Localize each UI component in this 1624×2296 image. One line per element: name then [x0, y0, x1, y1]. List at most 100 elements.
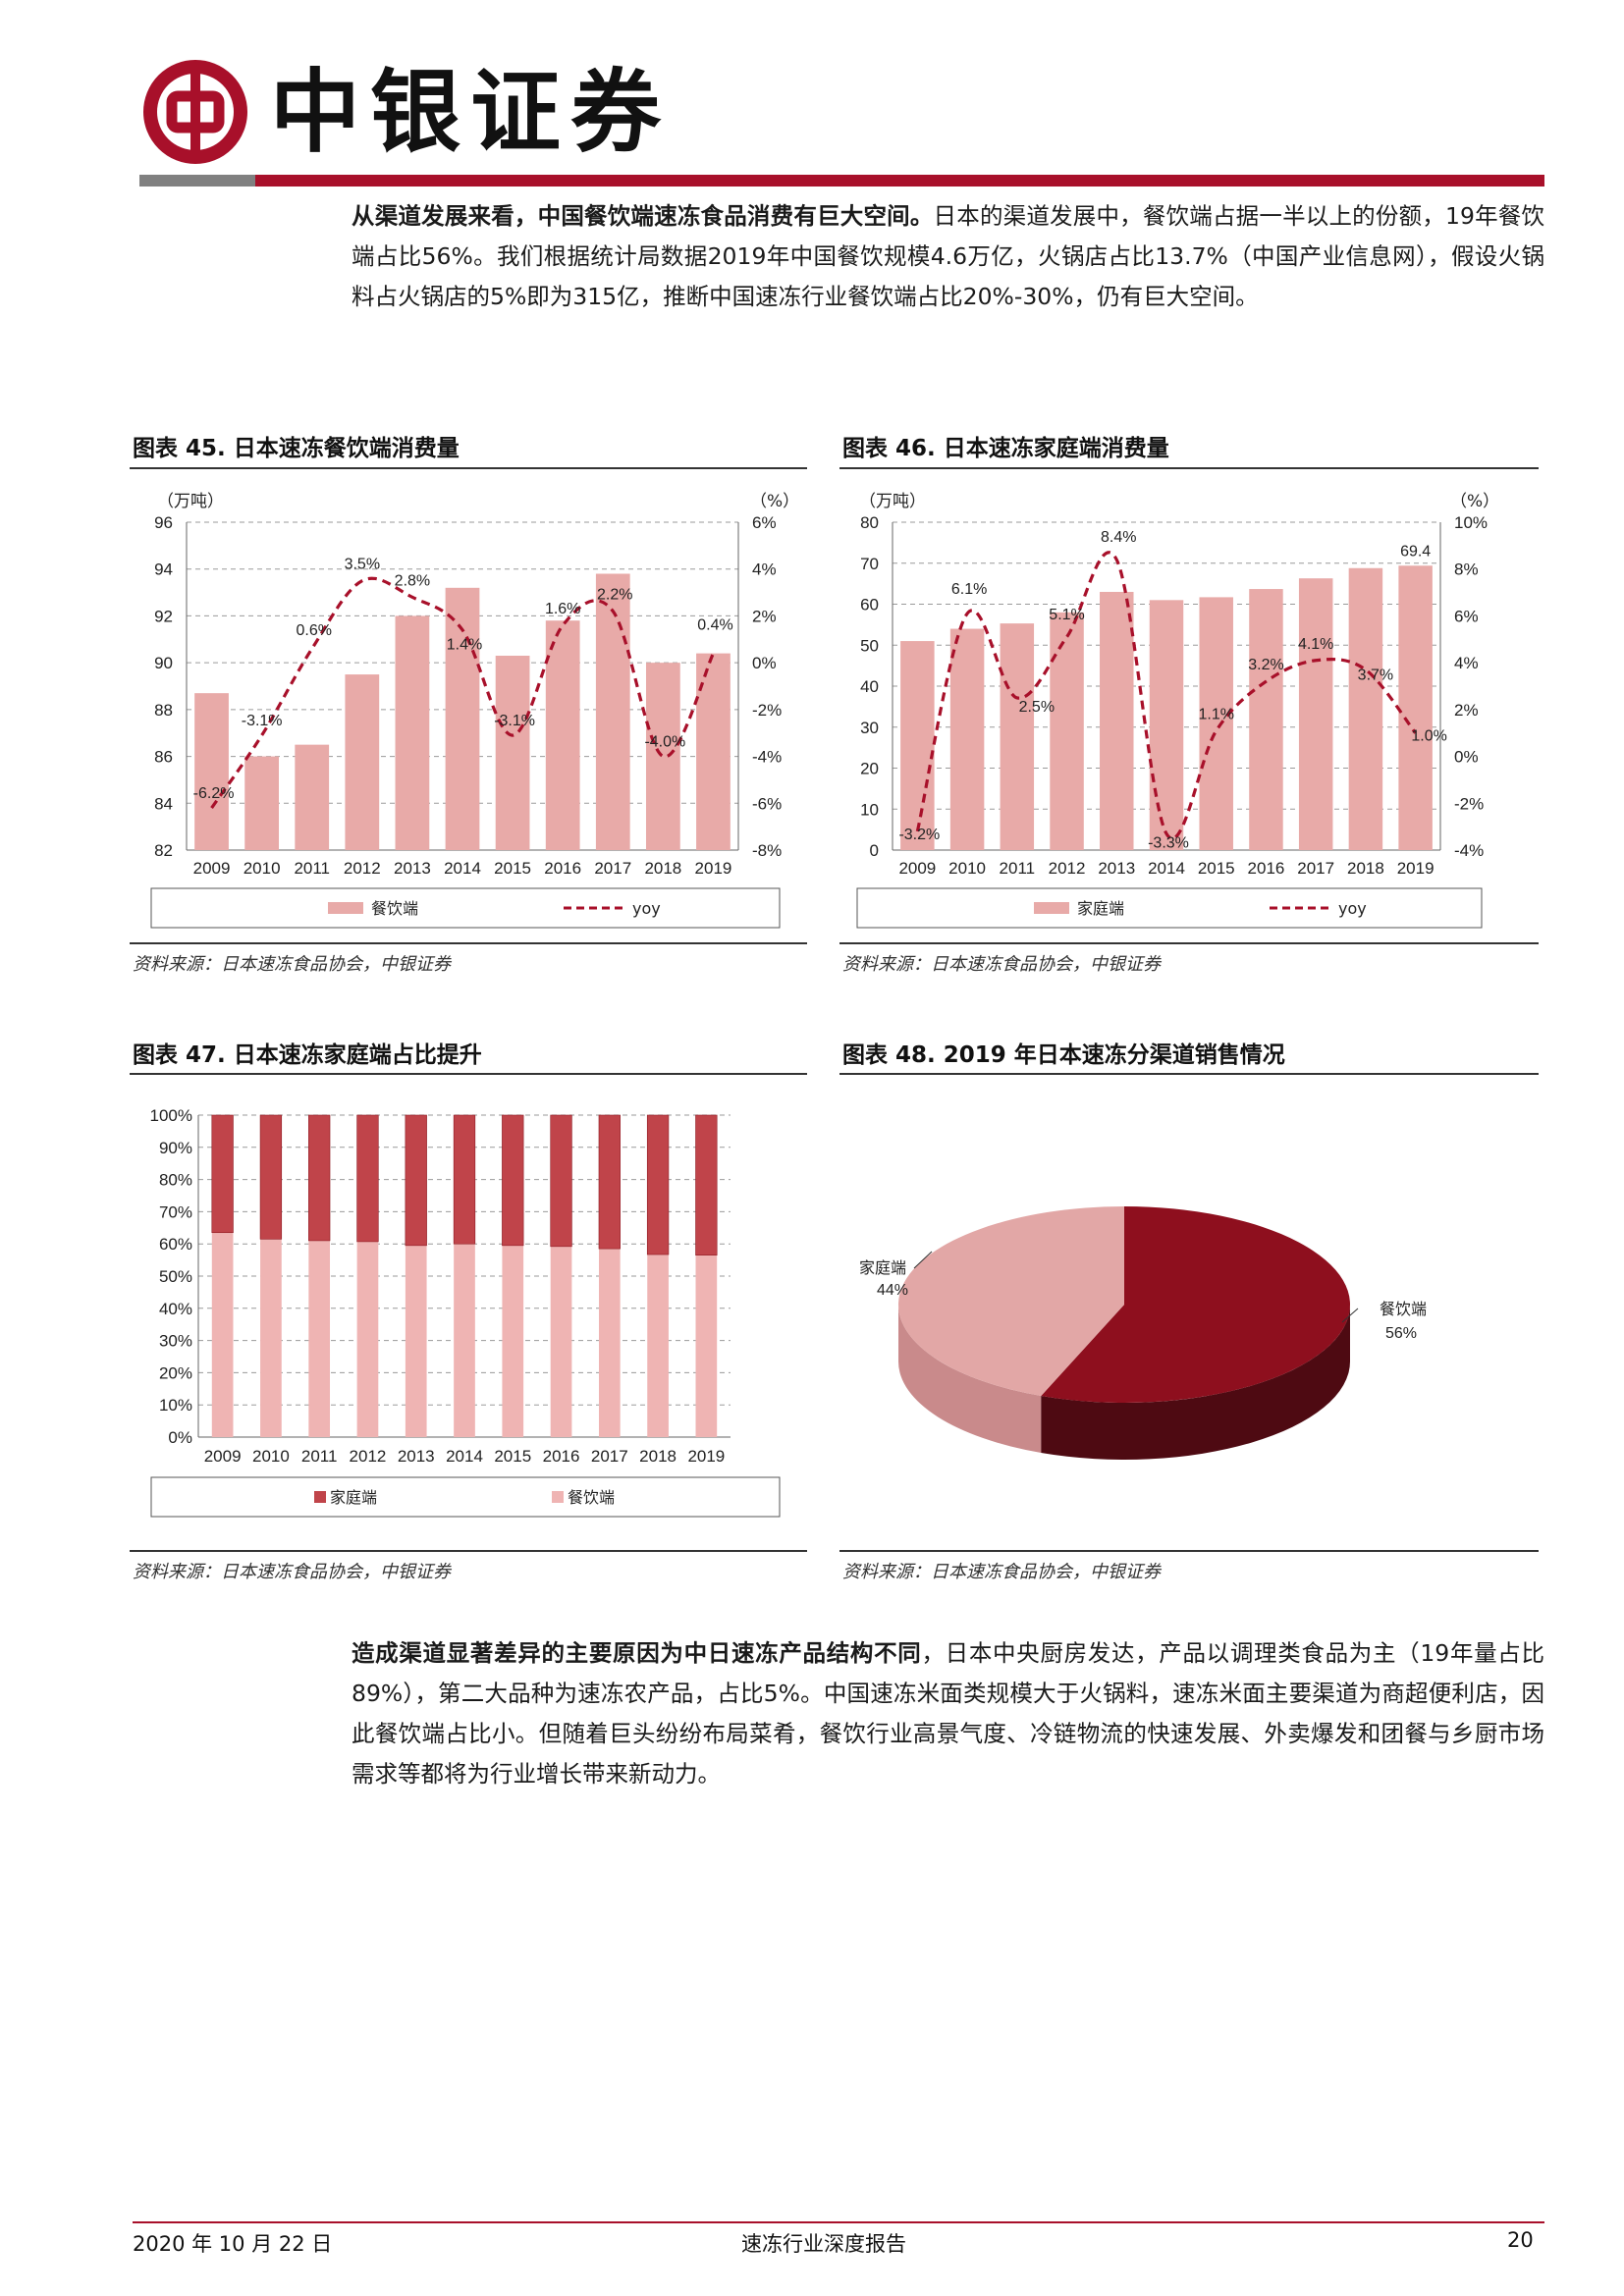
figure-48-title: 图表 48. 2019 年日本速冻分渠道销售情况	[842, 1042, 1285, 1068]
closing-paragraph: 造成渠道显著差异的主要原因为中日速冻产品结构不同，日本中央厨房发达，产品以调理类…	[352, 1633, 1544, 1794]
right-axis-tick-label: -4%	[752, 748, 782, 767]
yoy-data-label: 0.4%	[697, 617, 732, 634]
figure-48-bottom-rule	[839, 1550, 1539, 1552]
legend-box	[856, 887, 1483, 929]
x-axis-tick-label: 2012	[350, 1447, 387, 1466]
right-axis-tick-label: 2%	[1454, 701, 1479, 720]
yoy-data-label: 3.7%	[1358, 667, 1393, 683]
x-axis-tick-label: 2009	[898, 859, 936, 878]
legend-label-home: 家庭端	[330, 1488, 377, 1507]
yoy-data-label: 3.2%	[1248, 657, 1283, 673]
left-axis-tick-label: 50	[860, 636, 879, 655]
pie-label-home: 家庭端	[859, 1259, 906, 1277]
legend-swatch-bar	[328, 902, 363, 914]
x-axis-tick-label: 2013	[398, 1447, 435, 1466]
x-axis-tick-label: 2015	[494, 859, 531, 878]
bar	[244, 756, 280, 850]
yoy-data-label: 1.0%	[1411, 728, 1446, 745]
figure-45-chart: （万吨） （%） 96 94 92 90 88 86 84 82 6% 4% 2% 0% -2% -4% -6%…	[150, 492, 799, 929]
bar-segment-food	[454, 1244, 475, 1437]
right-axis-tick-label: 8%	[1454, 561, 1479, 579]
yoy-data-label: 8.4%	[1101, 529, 1136, 546]
bar-segment-home	[356, 1114, 379, 1243]
pie-percent-home: 44%	[877, 1282, 908, 1299]
pie-percent-food: 56%	[1385, 1325, 1417, 1342]
yoy-data-label: 4.1%	[1298, 636, 1333, 653]
figure-48-top-rule	[839, 1073, 1539, 1075]
right-axis-tick-label: -2%	[1454, 794, 1484, 813]
bar	[1249, 589, 1283, 850]
footer-page-number: 20	[1507, 2228, 1534, 2252]
legend-label-bar: 餐饮端	[371, 899, 418, 918]
left-axis-tick-label: 30	[860, 719, 879, 737]
bar	[545, 620, 580, 850]
legend-label-food: 餐饮端	[568, 1488, 615, 1507]
x-axis-tick-label: 2017	[594, 859, 631, 878]
bar	[1199, 597, 1233, 850]
figure-46-source: 资料来源：日本速冻食品协会，中银证券	[842, 954, 1161, 975]
yoy-data-label: -3.1%	[242, 713, 283, 729]
figure-47-top-rule	[130, 1073, 807, 1075]
right-axis-tick-label: -4%	[1454, 841, 1484, 860]
x-axis-tick-label: 2011	[1000, 859, 1036, 878]
left-axis-tick-label: 94	[154, 561, 173, 579]
left-axis-tick-label: 10	[860, 800, 879, 819]
bar-segment-home	[308, 1114, 331, 1242]
right-axis-unit: （%）	[1450, 492, 1499, 511]
bar	[194, 693, 229, 850]
legend-swatch-bar	[1034, 902, 1069, 914]
y-axis-tick-label: 90%	[159, 1139, 192, 1157]
bar-segment-food	[356, 1241, 379, 1437]
pie-label-food: 餐饮端	[1380, 1301, 1427, 1318]
x-axis-tick-label: 2012	[344, 859, 381, 878]
x-axis-tick-label: 2018	[644, 859, 681, 878]
x-axis-tick-label: 2010	[244, 859, 281, 878]
bar	[1149, 600, 1184, 850]
bar-segment-food	[405, 1245, 427, 1437]
left-axis-tick-label: 60	[860, 596, 879, 614]
left-axis-tick-label: 20	[860, 760, 879, 778]
leader-line-home	[913, 1251, 933, 1269]
figure-45-bottom-rule	[130, 942, 807, 944]
bar	[900, 641, 935, 850]
y-axis-tick-label: 20%	[159, 1363, 192, 1382]
bar-segment-food	[598, 1249, 621, 1437]
bar	[445, 587, 480, 850]
figure-47-bottom-rule	[130, 1550, 807, 1552]
right-axis-tick-label: 4%	[1454, 654, 1479, 672]
bar-segment-food	[211, 1232, 234, 1437]
figure-46-top-rule	[839, 467, 1539, 469]
x-axis-tick-label: 2010	[252, 1447, 290, 1466]
left-axis-tick-label: 70	[860, 555, 879, 573]
bar	[495, 655, 530, 850]
x-axis-tick-label: 2016	[1248, 859, 1285, 878]
figure-47-source: 资料来源：日本速冻食品协会，中银证券	[133, 1562, 451, 1582]
yoy-line	[210, 576, 715, 809]
y-axis-tick-label: 50%	[159, 1267, 192, 1286]
legend-label-bar: 家庭端	[1077, 899, 1124, 918]
right-axis-tick-label: -8%	[752, 841, 782, 860]
left-axis-tick-label: 84	[154, 794, 173, 813]
bar-data-label: 69.4	[1400, 543, 1431, 560]
right-axis-tick-label: 6%	[1454, 607, 1479, 625]
x-axis-tick-label: 2014	[444, 859, 481, 878]
figure-47-title: 图表 47. 日本速冻家庭端占比提升	[133, 1042, 482, 1068]
logo	[142, 59, 248, 165]
x-axis-tick-label: 2016	[544, 859, 581, 878]
header-rule-gray	[139, 175, 255, 187]
bar	[1398, 565, 1433, 850]
x-axis-tick-label: 2018	[639, 1447, 677, 1466]
left-axis-tick-label: 40	[860, 677, 879, 696]
yoy-data-label: 1.4%	[447, 637, 482, 654]
x-axis-tick-label: 2019	[695, 859, 732, 878]
bar-segment-food	[502, 1245, 524, 1437]
intro-lead: 从渠道发展来看，中国餐饮端速冻食品消费有巨大空间。	[352, 202, 934, 230]
yoy-data-label: -3.2%	[898, 827, 940, 843]
bar-segment-food	[308, 1240, 331, 1437]
right-axis-tick-label: -2%	[752, 701, 782, 720]
y-axis-tick-label: 40%	[159, 1300, 192, 1318]
intro-paragraph: 从渠道发展来看，中国餐饮端速冻食品消费有巨大空间。日本的渠道发展中，餐饮端占据一…	[352, 196, 1544, 317]
left-axis-unit: （万吨）	[859, 492, 926, 511]
bar-segment-food	[260, 1239, 282, 1437]
footer-rule	[133, 2221, 1544, 2223]
